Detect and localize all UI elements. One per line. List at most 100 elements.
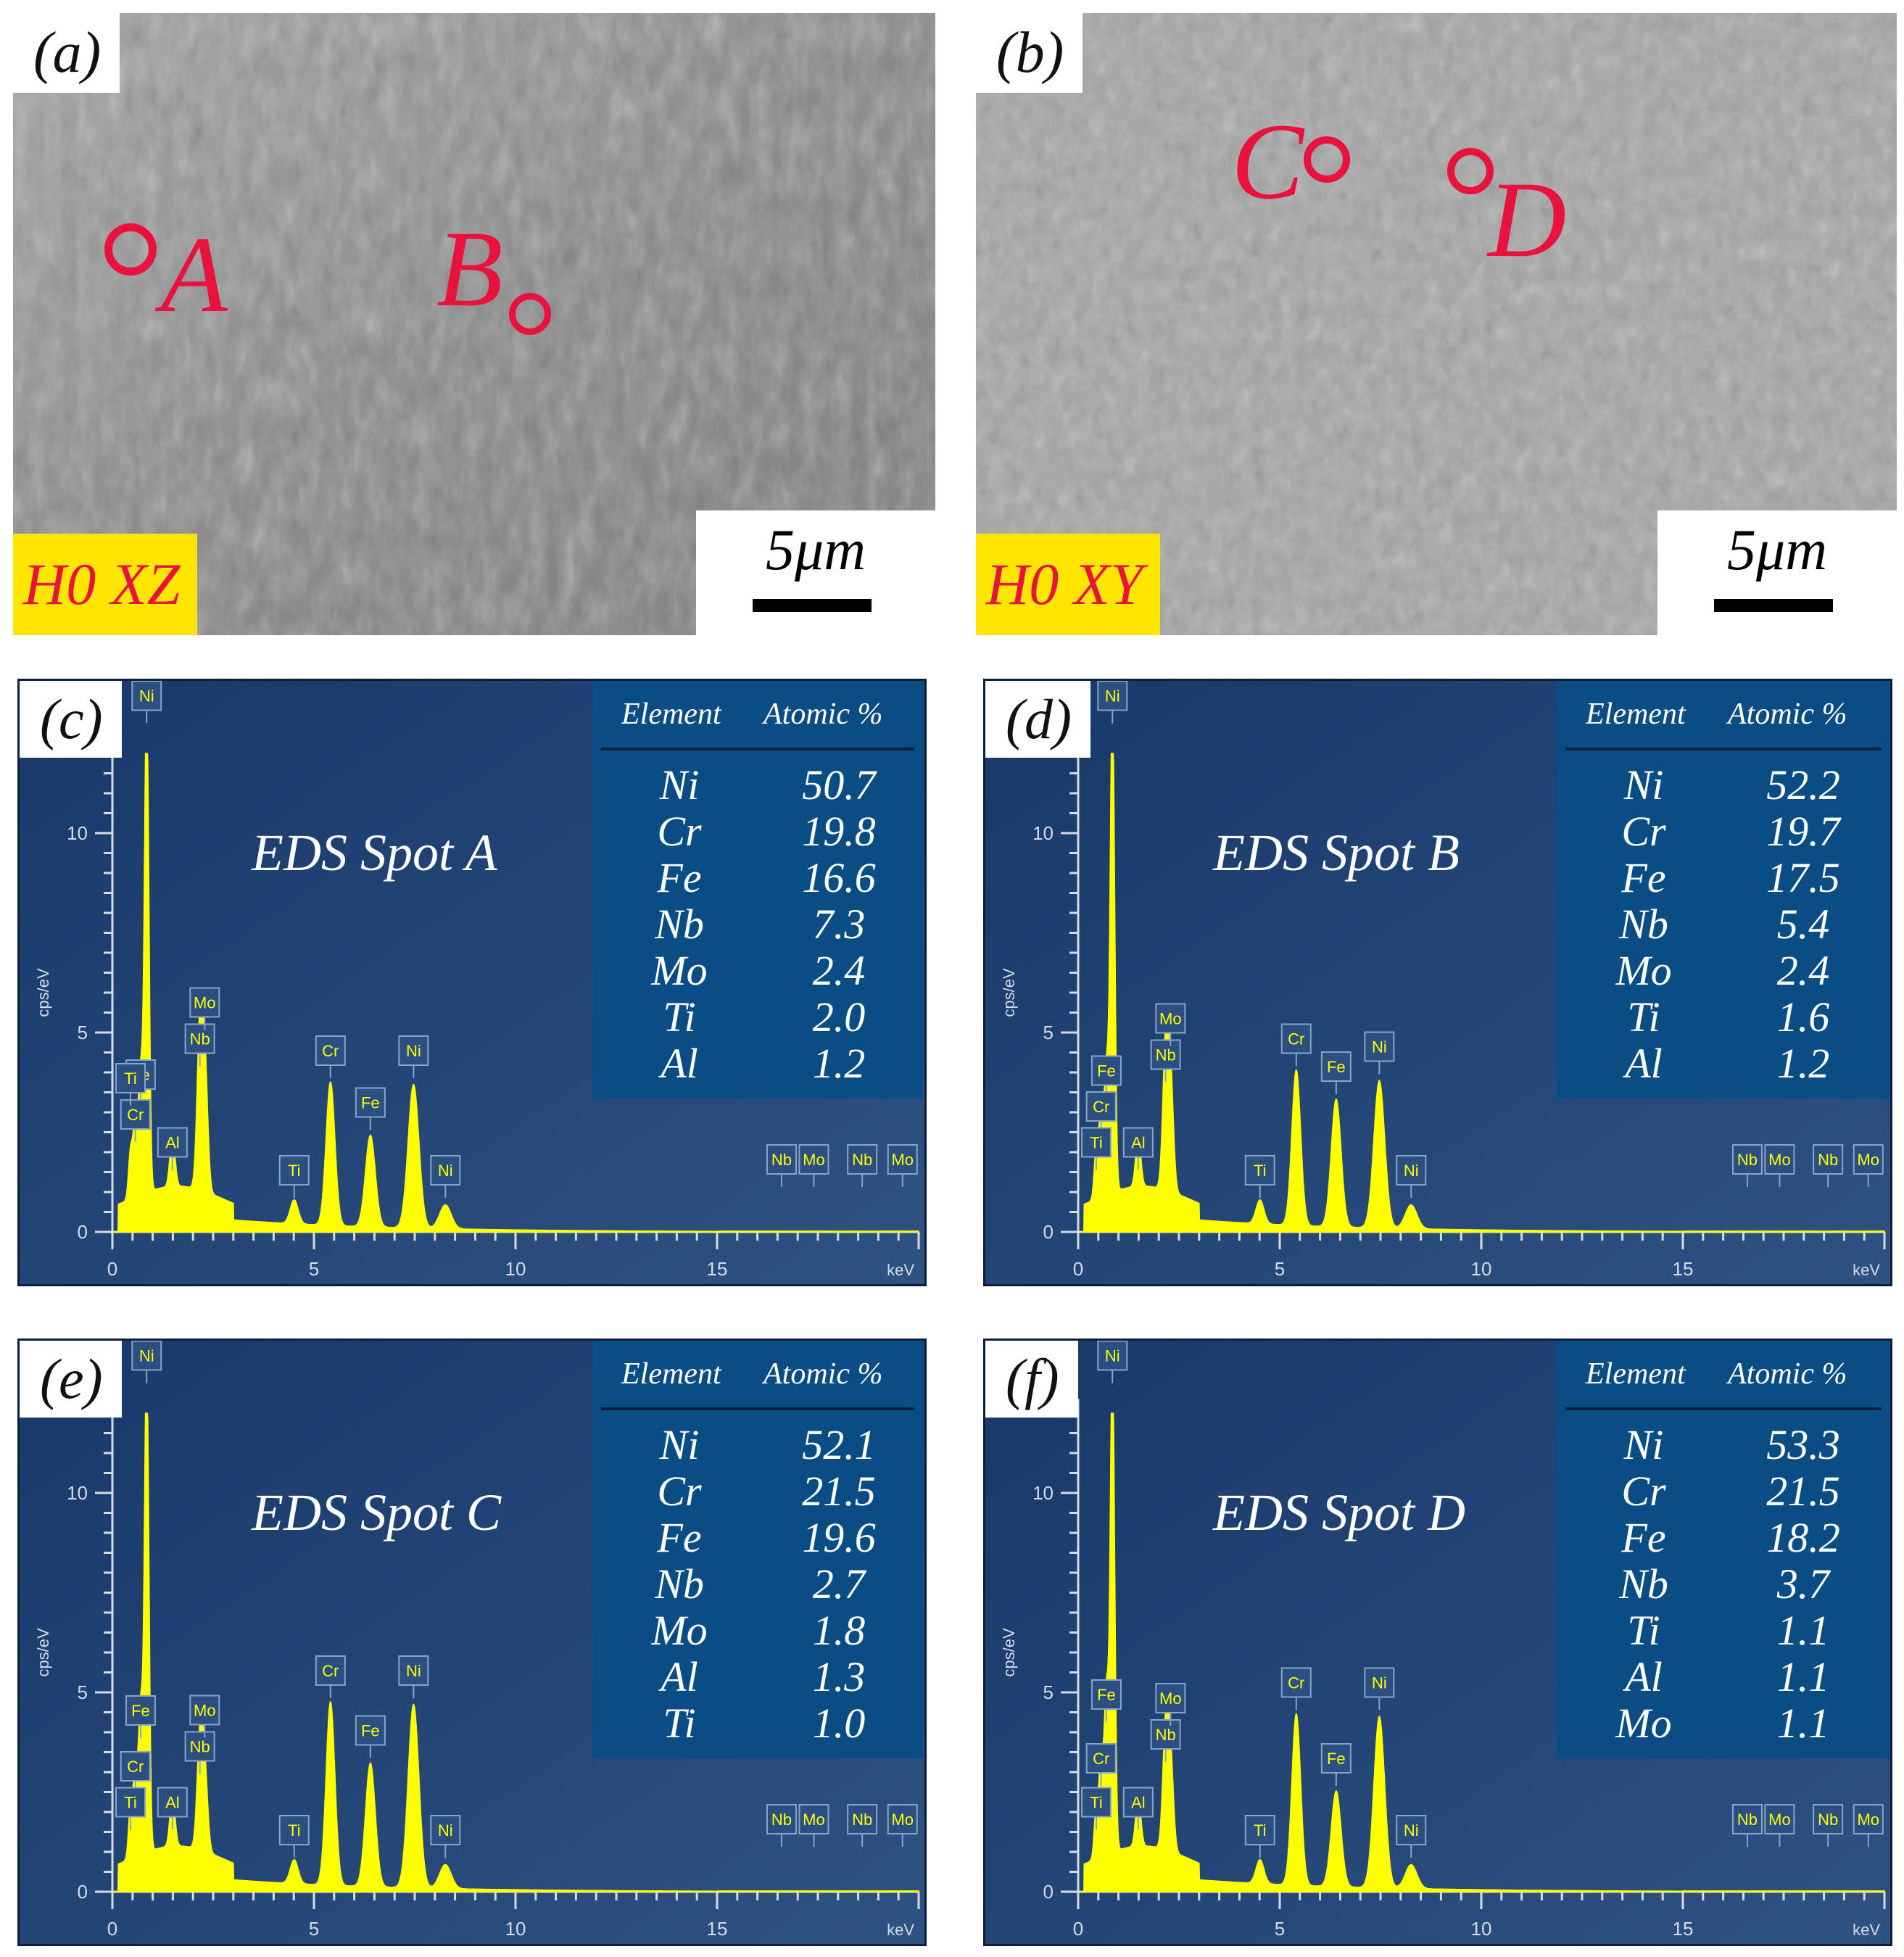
peak-label: Ni [1105,1347,1120,1365]
table-cell-element: Al [1625,1040,1663,1087]
peak-label: Mo [803,1811,825,1829]
peak-label: Mo [1768,1151,1791,1169]
peak-label: Fe [361,1722,380,1740]
peak-label: Al [1131,1134,1146,1152]
peak-label: Ni [1404,1821,1419,1840]
peak-label: Ti [124,1794,137,1812]
table-cell-element: Cr [1621,808,1666,855]
x-tick-label: 15 [1673,1258,1694,1280]
table-header-atomic: Atomic % [763,698,883,731]
peak-label-box [1244,1155,1275,1186]
peak-label: Ti [288,1821,301,1840]
peak-label-box [1764,1144,1795,1175]
peak-label-box [189,1695,220,1726]
table-cell-element: Fe [657,854,702,901]
table-cell-value: 1.6 [1776,993,1830,1040]
peak-label-box [1731,1144,1763,1175]
x-tick-label: 15 [707,1258,728,1280]
peak-label: Fe [1327,1058,1346,1076]
peak-label-box [1081,1787,1112,1818]
table-header-element: Element [1586,698,1686,731]
y-tick-label: 10 [67,822,88,844]
table-cell-element: Mo [651,947,708,994]
eds-title: EDS Spot C [252,1484,502,1542]
table-cell-element: Mo [1615,1700,1672,1747]
table-cell-element: Cr [657,1468,702,1515]
sem-panel-a: (a) A B H0 XZ 5μm [13,13,935,635]
peak-label: Nb [1737,1811,1758,1829]
peak-label: Cr [127,1758,144,1776]
y-axis-label: cps/eV [34,1628,52,1677]
peak-label: Ni [438,1821,453,1840]
peak-label-box [1155,1683,1186,1713]
peak-label: Nb [1818,1151,1838,1169]
peak-label-box [355,1715,386,1746]
y-tick-label: 10 [1032,822,1054,844]
peak-label-box [847,1804,878,1834]
table-cell-value: 19.6 [802,1514,876,1561]
peak-label: Ti [1090,1134,1103,1152]
x-tick-label: 10 [1471,1258,1492,1280]
peak-label-box [278,1815,310,1845]
peak-label-box [184,1731,215,1762]
peak-label: Cr [1288,1674,1304,1692]
table-cell-value: 52.2 [1766,761,1840,808]
panel-label: (f) [985,1341,1078,1418]
y-axis-label: cps/eV [1000,1628,1018,1677]
table-cell-value: 1.3 [812,1653,866,1700]
peak-label: Mo [194,1702,216,1720]
panel-label: (a) [13,13,120,93]
panel-label: (b) [976,13,1083,93]
peak-label: Mo [891,1151,914,1169]
panel-label: (d) [985,681,1090,758]
peak-label-box [887,1804,918,1834]
table-cell-value: 1.8 [812,1607,866,1654]
spot-label-a: A [161,215,228,335]
peak-label: Al [165,1134,180,1152]
y-axis-label: cps/eV [34,968,52,1017]
peak-label-box [157,1127,188,1158]
peak-label: Ti [1254,1821,1267,1840]
table-cell-value: 52.1 [802,1421,876,1468]
peak-label: Al [1131,1794,1146,1812]
peak-label-box [1396,1155,1427,1186]
table-cell-element: Cr [1621,1468,1666,1515]
peak-label: Ni [1105,687,1120,706]
x-tick-label: 5 [1275,1258,1285,1280]
table-cell-value: 7.3 [812,901,866,948]
spot-marker-c [1304,136,1350,183]
y-tick-label: 0 [1043,1221,1054,1243]
spectrum-area [112,1412,919,1892]
table-rule [1565,748,1882,750]
peak-label-box [184,1023,215,1054]
peak-label: Mo [891,1811,914,1829]
table-cell-element: Al [661,1653,698,1700]
peak-label: Nb [1156,1046,1176,1064]
x-tick-label: 5 [309,1918,319,1940]
table-cell-value: 1.1 [1776,1607,1830,1654]
table-cell-value: 2.4 [812,947,866,994]
table-rule [601,748,914,750]
peak-label-box [1085,1743,1117,1774]
table-header-element: Element [1586,1357,1686,1391]
spot-label-d: D [1488,160,1567,280]
eds-title: EDS Spot D [1213,1484,1465,1542]
table-cell-value: 3.7 [1776,1560,1830,1608]
x-tick-label: 0 [107,1918,117,1940]
x-tick-label: 0 [107,1258,117,1280]
table-cell-element: Fe [1621,1514,1666,1561]
peak-label: Ni [139,1347,154,1365]
x-axis-label: keV [1853,1261,1880,1279]
peak-label-box [315,1035,346,1066]
table-cell-element: Cr [657,808,702,855]
peak-label-box [120,1099,151,1130]
table-cell-element: Ni [659,1421,700,1468]
table-cell-value: 1.2 [812,1040,866,1087]
peak-label: Fe [361,1094,380,1112]
spot-marker-b [509,293,551,335]
peak-label: Mo [1159,1010,1182,1028]
spectrum-area [112,753,919,1233]
peak-label: Ni [1372,1038,1387,1056]
y-tick-label: 5 [78,1681,88,1703]
table-cell-element: Al [1625,1653,1663,1700]
